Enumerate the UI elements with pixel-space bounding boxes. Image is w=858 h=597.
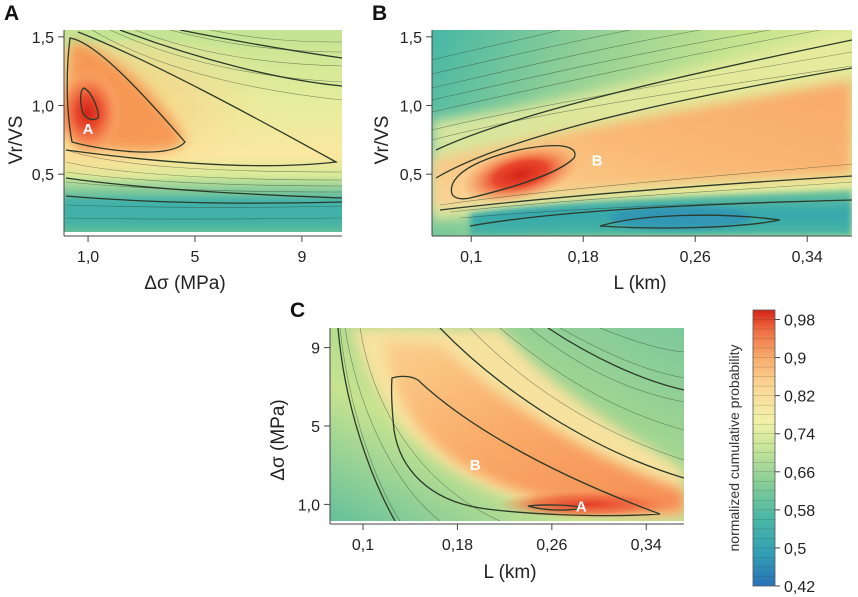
panel-c-major-contours bbox=[337, 328, 684, 521]
colorbar-tick-label: 0,9 bbox=[784, 351, 806, 368]
panel-a-x-tick-label: 1,0 bbox=[77, 249, 99, 266]
colorbar-tick-label: 0,5 bbox=[784, 541, 806, 558]
colorbar-ticks: 0,98 0,9 0,82 0,74 0,66 0,58 0,5 0,42 bbox=[775, 313, 815, 596]
panel-a-peak bbox=[64, 68, 123, 157]
panel-b-ticks: 0,1 0,18 0,26 0,34 0,5 1,0 1,5 bbox=[400, 30, 823, 266]
panel-b-letter: B bbox=[372, 2, 387, 25]
colorbar-tick-label: 0,74 bbox=[784, 427, 815, 444]
panel-c: C B A bbox=[268, 299, 684, 583]
panel-b-x-label: L (km) bbox=[613, 273, 666, 294]
panel-a-y-tick-label: 1,0 bbox=[32, 99, 54, 116]
panel-c-letter: C bbox=[290, 299, 305, 322]
panel-a-x-label: Δσ (MPa) bbox=[144, 273, 225, 294]
colorbar-frame bbox=[752, 309, 776, 587]
panel-c-x-label: L (km) bbox=[483, 562, 536, 583]
panel-b-peak bbox=[461, 145, 579, 204]
panel-a-ticks: 1,0 5 9 0,5 1,0 1,5 bbox=[32, 30, 307, 266]
panel-c-orange-band bbox=[385, 340, 684, 514]
panel-c-x-tick-label: 0,34 bbox=[631, 537, 662, 554]
panel-c-x-tick-label: 0,18 bbox=[442, 537, 473, 554]
panel-a-letter: A bbox=[4, 2, 19, 25]
panel-b-min-region bbox=[610, 206, 750, 230]
panel-a-plot-area: A bbox=[64, 30, 342, 232]
panel-a-y-tick-label: 1,5 bbox=[32, 30, 54, 47]
panel-c-x-tick-label: 0,1 bbox=[352, 537, 374, 554]
panel-a-y-label: Vr/VS bbox=[6, 116, 27, 165]
colorbar-tick-label: 0,66 bbox=[784, 465, 815, 482]
colorbar-lines bbox=[753, 319, 775, 577]
panel-c-y-label: Δσ (MPa) bbox=[268, 399, 289, 480]
panel-a-y-tick-label: 0,5 bbox=[32, 167, 54, 184]
panel-b-major-contours bbox=[435, 39, 852, 229]
panel-b-y-label: Vr/VS bbox=[372, 116, 393, 165]
colorbar-label: normalized cumulative probability bbox=[726, 345, 742, 552]
panel-a-x-tick-label: 9 bbox=[297, 249, 306, 266]
panel-c-marker-b: B bbox=[470, 457, 481, 474]
panel-c-contours bbox=[339, 328, 684, 521]
panel-b-y-tick-label: 1,5 bbox=[400, 30, 422, 47]
panel-c-y-tick-label: 9 bbox=[311, 341, 320, 358]
colorbar-tick-label: 0,82 bbox=[784, 389, 815, 406]
panel-b-x-tick-label: 0,1 bbox=[460, 249, 482, 266]
panel-b-y-tick-label: 1,0 bbox=[400, 99, 422, 116]
panel-c-y-tick-label: 5 bbox=[311, 419, 320, 436]
panel-c-plot-area: B A bbox=[330, 328, 684, 521]
panel-c-ticks: 0,1 0,18 0,26 0,34 1,0 5 9 bbox=[298, 341, 662, 554]
panel-a-x-tick-label: 5 bbox=[191, 249, 200, 266]
panel-a: A bbox=[4, 2, 342, 294]
panel-b-x-tick-label: 0,26 bbox=[680, 249, 711, 266]
colorbar-gradient bbox=[753, 310, 775, 586]
panel-b-marker-b: B bbox=[592, 152, 603, 169]
panel-b-x-tick-label: 0,34 bbox=[792, 249, 823, 266]
panel-a-marker-a: A bbox=[83, 121, 94, 138]
panel-a-major-contours bbox=[65, 30, 342, 204]
panel-c-y-tick-label: 1,0 bbox=[298, 497, 320, 514]
panel-a-contours bbox=[65, 30, 342, 220]
colorbar-tick-label: 0,42 bbox=[784, 579, 815, 596]
panel-b: B bbox=[372, 2, 852, 294]
colorbar: 0,98 0,9 0,82 0,74 0,66 0,58 0,5 0,42 normalize… bbox=[726, 309, 815, 596]
panel-b-plot-area: B bbox=[432, 30, 852, 236]
panel-b-y-tick-label: 0,5 bbox=[400, 167, 422, 184]
panel-c-peak bbox=[497, 490, 678, 519]
colorbar-tick-label: 0,98 bbox=[784, 313, 815, 330]
panel-c-x-tick-label: 0,26 bbox=[536, 537, 567, 554]
panel-c-marker-a: A bbox=[576, 498, 587, 515]
colorbar-tick-label: 0,58 bbox=[784, 503, 815, 520]
panel-b-x-tick-label: 0,18 bbox=[568, 249, 599, 266]
